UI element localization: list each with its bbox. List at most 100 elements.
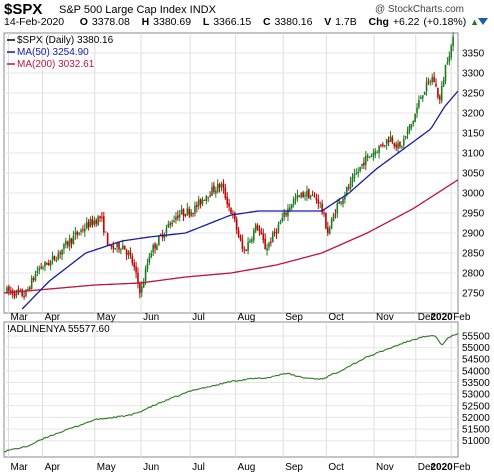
candle [40, 262, 42, 270]
candle [414, 113, 416, 123]
high-label: H [141, 16, 150, 28]
x-tick-label-bottom: May [97, 462, 116, 473]
candle [237, 226, 240, 239]
close-value: 3380.16 [274, 16, 313, 28]
candle [370, 153, 373, 158]
candle [256, 223, 259, 231]
change-value: +6.22 (+0.18%) [392, 16, 467, 28]
x-tick-label-bottom: Nov [376, 462, 394, 473]
candle [186, 202, 189, 217]
candle [173, 215, 175, 223]
candle [192, 212, 194, 217]
candle [154, 242, 156, 254]
candle [290, 203, 293, 211]
candle [437, 87, 439, 100]
y-tick-label-top: 3350 [462, 49, 485, 60]
candle [197, 195, 200, 210]
candle [391, 135, 394, 145]
candle [254, 222, 257, 234]
x-tick-label-bottom: Apr [45, 462, 61, 473]
y-tick-label-top: 3000 [462, 189, 485, 200]
candle [258, 225, 261, 236]
y-tick-label-bottom: 55500 [462, 331, 490, 342]
symbol: $SPX [4, 1, 43, 18]
candle [372, 148, 375, 161]
candle [129, 247, 132, 259]
candle [209, 191, 211, 198]
candle [49, 259, 52, 271]
candle [93, 216, 96, 227]
candle [239, 234, 242, 242]
legend-label: $SPX (Daily) 3380.16 [17, 35, 114, 46]
candle [325, 212, 327, 230]
candle [440, 81, 443, 104]
candle [201, 196, 204, 207]
adline-panel-frame [3, 321, 459, 458]
y-tick-label-bottom: 51000 [462, 436, 490, 447]
candle [294, 193, 297, 205]
candle [361, 163, 363, 170]
y-tick-label-top: 2950 [462, 209, 485, 220]
x-tick-label-top: Nov [376, 312, 394, 323]
legend-label: !ADLINENYA 55577.60 [7, 324, 110, 335]
candle [359, 166, 361, 173]
candle [313, 192, 316, 198]
x-tick-label-bottom: Jun [143, 462, 159, 473]
candle [277, 221, 280, 234]
candle [85, 217, 88, 230]
candle [260, 227, 263, 235]
candle [97, 214, 99, 227]
candle [241, 234, 244, 252]
candle [188, 206, 191, 218]
change-label: Chg [368, 16, 389, 28]
candle [169, 221, 172, 229]
candle [406, 126, 409, 140]
candle [182, 208, 185, 221]
y-tick-label-top: 2850 [462, 249, 485, 260]
legend-label: MA(50) 3254.90 [17, 47, 89, 58]
y-tick-label-bottom: 53500 [462, 378, 490, 389]
candle [114, 247, 117, 251]
candle [230, 207, 232, 215]
candle [196, 201, 198, 213]
candle [61, 249, 63, 261]
candle [68, 234, 71, 251]
candle [44, 261, 46, 272]
candle [245, 248, 247, 252]
candle [74, 226, 77, 240]
candle [416, 103, 418, 118]
candle [448, 51, 451, 66]
candle [180, 204, 183, 215]
candle [137, 267, 139, 289]
candle [36, 266, 39, 277]
candle [51, 251, 54, 265]
chevron-down-icon[interactable] [478, 18, 488, 25]
candle [87, 218, 90, 231]
candle [211, 182, 213, 196]
y-tick-label-bottom: 52500 [462, 401, 490, 412]
candle [38, 265, 41, 275]
candle [353, 168, 356, 183]
candle [374, 148, 377, 159]
x-tick-label-top: Jul [192, 312, 205, 323]
candle [194, 201, 196, 217]
x-tick-label-top: Mar [11, 312, 29, 323]
candle [8, 284, 10, 296]
candle [80, 228, 82, 236]
y-tick-label-top: 2750 [462, 289, 485, 300]
candle [349, 176, 352, 191]
candle [330, 217, 333, 230]
x-tick-label-bottom: 2020 [430, 462, 453, 473]
candle [120, 247, 122, 255]
candle [344, 191, 346, 204]
candle [21, 288, 23, 298]
candle [148, 252, 151, 265]
candle [213, 181, 215, 195]
candle [431, 73, 434, 85]
candle [395, 141, 397, 151]
candle [450, 43, 453, 61]
x-tick-label-bottom: Jul [192, 462, 205, 473]
candle [66, 240, 69, 249]
candle [285, 210, 287, 218]
